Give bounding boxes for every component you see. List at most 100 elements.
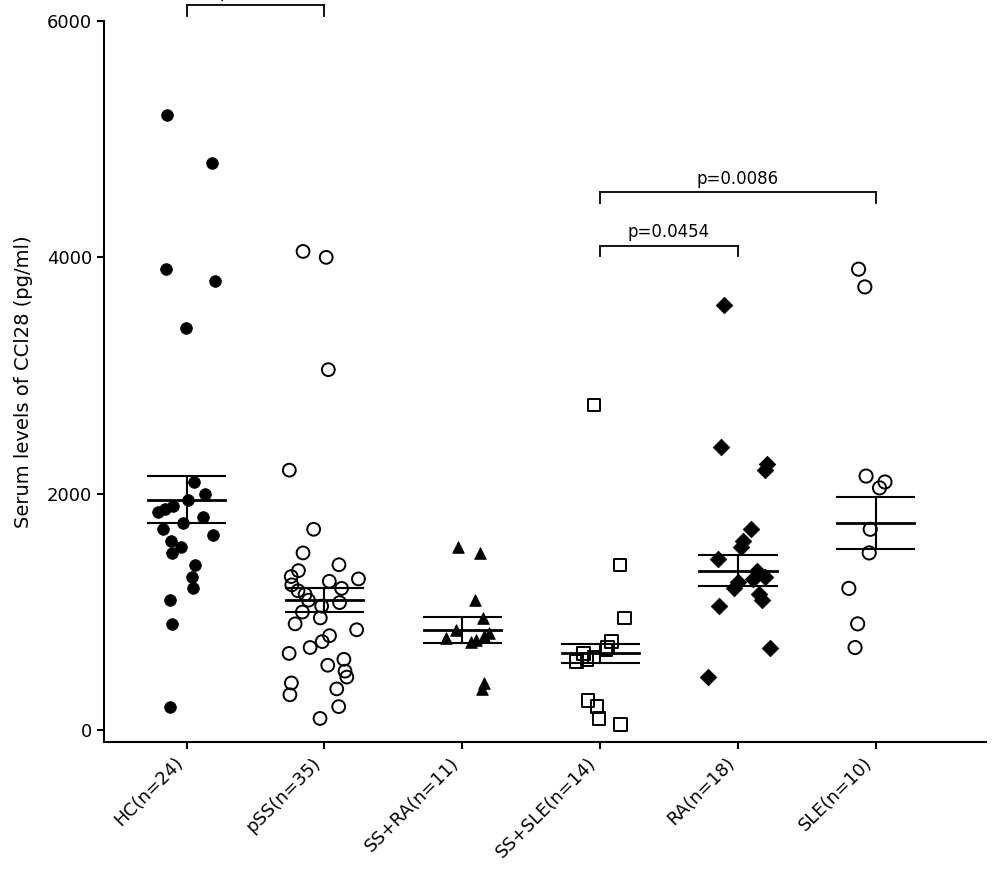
Point <box>450 540 466 554</box>
Point <box>751 587 767 601</box>
Point <box>287 617 303 631</box>
Point <box>322 628 338 642</box>
Point <box>197 487 213 500</box>
Point <box>475 611 491 625</box>
Point <box>730 576 746 590</box>
Point <box>331 700 347 714</box>
Point <box>162 700 178 714</box>
Point <box>320 658 336 672</box>
Point <box>754 593 770 607</box>
Point <box>281 647 297 661</box>
Point <box>612 557 628 571</box>
Point <box>617 611 633 625</box>
Point <box>297 587 313 601</box>
Point <box>857 280 873 294</box>
Point <box>164 546 180 560</box>
Text: p=0.0454: p=0.0454 <box>628 223 710 242</box>
Point <box>757 570 773 584</box>
Point <box>290 584 306 598</box>
Point <box>320 362 336 376</box>
Point <box>603 634 619 648</box>
Point <box>165 499 181 513</box>
Point <box>474 682 490 696</box>
Point <box>284 578 300 592</box>
Point <box>710 552 726 566</box>
Point <box>349 623 365 637</box>
Point <box>155 522 171 536</box>
Point <box>158 262 174 276</box>
Point <box>711 599 727 613</box>
Point <box>762 640 778 654</box>
Point <box>321 574 337 588</box>
Point <box>336 653 352 667</box>
Point <box>576 647 592 661</box>
Text: p=0.0086: p=0.0086 <box>697 170 779 188</box>
Point <box>282 688 298 702</box>
Point <box>735 534 751 548</box>
Point <box>281 463 297 477</box>
Point <box>847 640 863 654</box>
Point <box>586 398 602 412</box>
Point <box>180 493 196 507</box>
Point <box>283 570 299 584</box>
Point <box>185 581 201 595</box>
Point <box>476 676 492 690</box>
Point <box>858 469 874 483</box>
Point <box>463 634 479 648</box>
Point <box>591 711 607 725</box>
Point <box>612 718 628 732</box>
Point <box>851 262 867 276</box>
Point <box>290 564 306 578</box>
Point <box>713 439 729 453</box>
Point <box>159 108 175 123</box>
Point <box>700 670 716 684</box>
Point <box>579 653 595 667</box>
Point <box>476 628 492 642</box>
Point <box>850 617 866 631</box>
Point <box>207 274 223 288</box>
Point <box>438 631 454 645</box>
Point <box>195 510 211 524</box>
Point <box>162 593 178 607</box>
Point <box>312 611 328 625</box>
Point <box>448 623 464 637</box>
Point <box>331 557 347 571</box>
Point <box>350 572 366 586</box>
Point <box>743 522 759 536</box>
Point <box>586 650 602 664</box>
Point <box>598 643 614 657</box>
Point <box>589 700 605 714</box>
Point <box>472 546 488 560</box>
Point <box>318 250 334 264</box>
Point <box>164 617 180 631</box>
Point <box>312 711 328 725</box>
Point <box>716 298 732 311</box>
Point <box>339 670 355 684</box>
Point <box>467 593 483 607</box>
Point <box>175 516 191 530</box>
Y-axis label: Serum levels of CCl28 (pg/ml): Serum levels of CCl28 (pg/ml) <box>14 235 33 528</box>
Point <box>295 546 311 560</box>
Point <box>726 581 742 595</box>
Point <box>178 321 194 335</box>
Point <box>187 557 203 571</box>
Point <box>337 664 353 678</box>
Point <box>599 640 615 654</box>
Point <box>157 502 173 516</box>
Point <box>877 475 893 489</box>
Point <box>481 626 497 640</box>
Point <box>334 581 350 595</box>
Point <box>329 682 345 696</box>
Point <box>757 463 773 477</box>
Point <box>759 458 775 472</box>
Point <box>749 564 765 578</box>
Point <box>745 572 761 586</box>
Point <box>861 546 877 560</box>
Point <box>569 654 585 668</box>
Point <box>184 570 200 584</box>
Point <box>580 694 596 708</box>
Point <box>841 581 857 595</box>
Point <box>862 522 878 536</box>
Point <box>314 599 330 613</box>
Point <box>173 540 189 554</box>
